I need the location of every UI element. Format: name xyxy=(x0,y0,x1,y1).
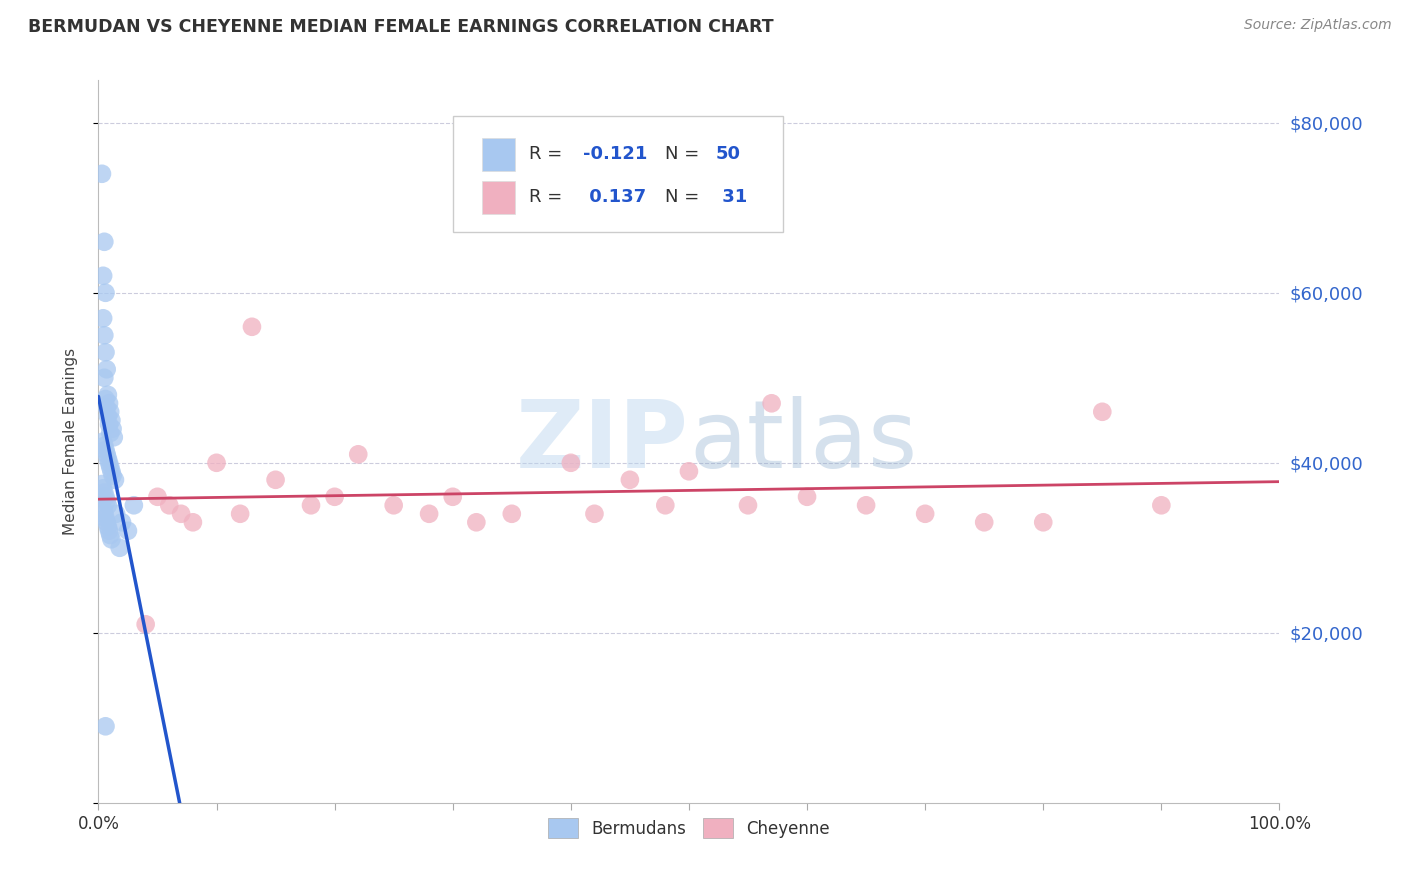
Point xyxy=(560,456,582,470)
Point xyxy=(111,516,134,530)
Point xyxy=(122,498,145,512)
Point xyxy=(94,392,117,406)
Point xyxy=(91,311,114,326)
Point xyxy=(91,434,114,449)
Point xyxy=(264,473,287,487)
Point xyxy=(98,456,121,470)
Point xyxy=(170,507,193,521)
Point xyxy=(98,425,121,440)
Point xyxy=(796,490,818,504)
Y-axis label: Median Female Earnings: Median Female Earnings xyxy=(63,348,77,535)
Point xyxy=(96,494,118,508)
Point xyxy=(855,498,877,512)
Point xyxy=(93,235,115,249)
Point xyxy=(205,456,228,470)
Point xyxy=(98,528,121,542)
Point xyxy=(135,617,157,632)
FancyBboxPatch shape xyxy=(482,181,516,214)
Point xyxy=(323,490,346,504)
Point xyxy=(146,490,169,504)
Point xyxy=(98,417,121,432)
Point xyxy=(91,167,114,181)
Point xyxy=(94,511,117,525)
Point xyxy=(91,481,114,495)
Point xyxy=(94,490,117,504)
Point xyxy=(583,507,606,521)
Point xyxy=(418,507,440,521)
Point xyxy=(181,516,204,530)
Point xyxy=(97,519,120,533)
Point xyxy=(98,460,121,475)
Point xyxy=(101,468,124,483)
Point xyxy=(93,371,115,385)
Point xyxy=(105,507,128,521)
Point xyxy=(97,409,120,423)
Point xyxy=(157,498,180,512)
Point xyxy=(100,464,122,478)
Point xyxy=(108,541,131,555)
Text: N =: N = xyxy=(665,188,700,206)
Point xyxy=(973,516,995,530)
Point xyxy=(347,447,370,461)
Text: BERMUDAN VS CHEYENNE MEDIAN FEMALE EARNINGS CORRELATION CHART: BERMUDAN VS CHEYENNE MEDIAN FEMALE EARNI… xyxy=(28,18,773,36)
Text: 50: 50 xyxy=(716,145,741,163)
Point xyxy=(96,401,118,415)
Point xyxy=(299,498,322,512)
Text: R =: R = xyxy=(530,145,562,163)
Point xyxy=(101,422,124,436)
Point xyxy=(104,473,127,487)
FancyBboxPatch shape xyxy=(482,138,516,170)
Text: atlas: atlas xyxy=(689,395,917,488)
Point xyxy=(103,430,125,444)
Point xyxy=(678,464,700,478)
Point xyxy=(501,507,523,521)
Point xyxy=(1032,516,1054,530)
Point xyxy=(96,447,118,461)
Point xyxy=(465,516,488,530)
Point xyxy=(1150,498,1173,512)
Point xyxy=(100,533,122,547)
Point xyxy=(98,524,121,538)
Point xyxy=(761,396,783,410)
Point xyxy=(91,502,114,516)
Text: ZIP: ZIP xyxy=(516,395,689,488)
Point xyxy=(93,485,115,500)
Point xyxy=(94,285,117,300)
Point xyxy=(100,413,122,427)
Point xyxy=(97,498,120,512)
Point xyxy=(94,719,117,733)
Point xyxy=(240,319,263,334)
Text: N =: N = xyxy=(665,145,700,163)
Point xyxy=(91,477,114,491)
Text: Source: ZipAtlas.com: Source: ZipAtlas.com xyxy=(1244,18,1392,32)
Point xyxy=(96,362,118,376)
Point xyxy=(914,507,936,521)
Point xyxy=(94,443,117,458)
Text: 31: 31 xyxy=(716,188,748,206)
Point xyxy=(93,507,115,521)
Point xyxy=(96,516,118,530)
Point xyxy=(91,268,114,283)
FancyBboxPatch shape xyxy=(453,116,783,232)
Legend: Bermudans, Cheyenne: Bermudans, Cheyenne xyxy=(541,812,837,845)
Point xyxy=(97,388,120,402)
Point xyxy=(619,473,641,487)
Text: 0.137: 0.137 xyxy=(582,188,645,206)
Point xyxy=(93,328,115,343)
Point xyxy=(1091,405,1114,419)
Point xyxy=(98,405,121,419)
Point xyxy=(229,507,252,521)
Point xyxy=(117,524,139,538)
Text: -0.121: -0.121 xyxy=(582,145,647,163)
Point xyxy=(94,345,117,359)
Point xyxy=(441,490,464,504)
Point xyxy=(654,498,676,512)
Text: R =: R = xyxy=(530,188,562,206)
Point xyxy=(98,396,121,410)
Point xyxy=(382,498,405,512)
Point xyxy=(93,439,115,453)
Point xyxy=(737,498,759,512)
Point xyxy=(97,451,120,466)
